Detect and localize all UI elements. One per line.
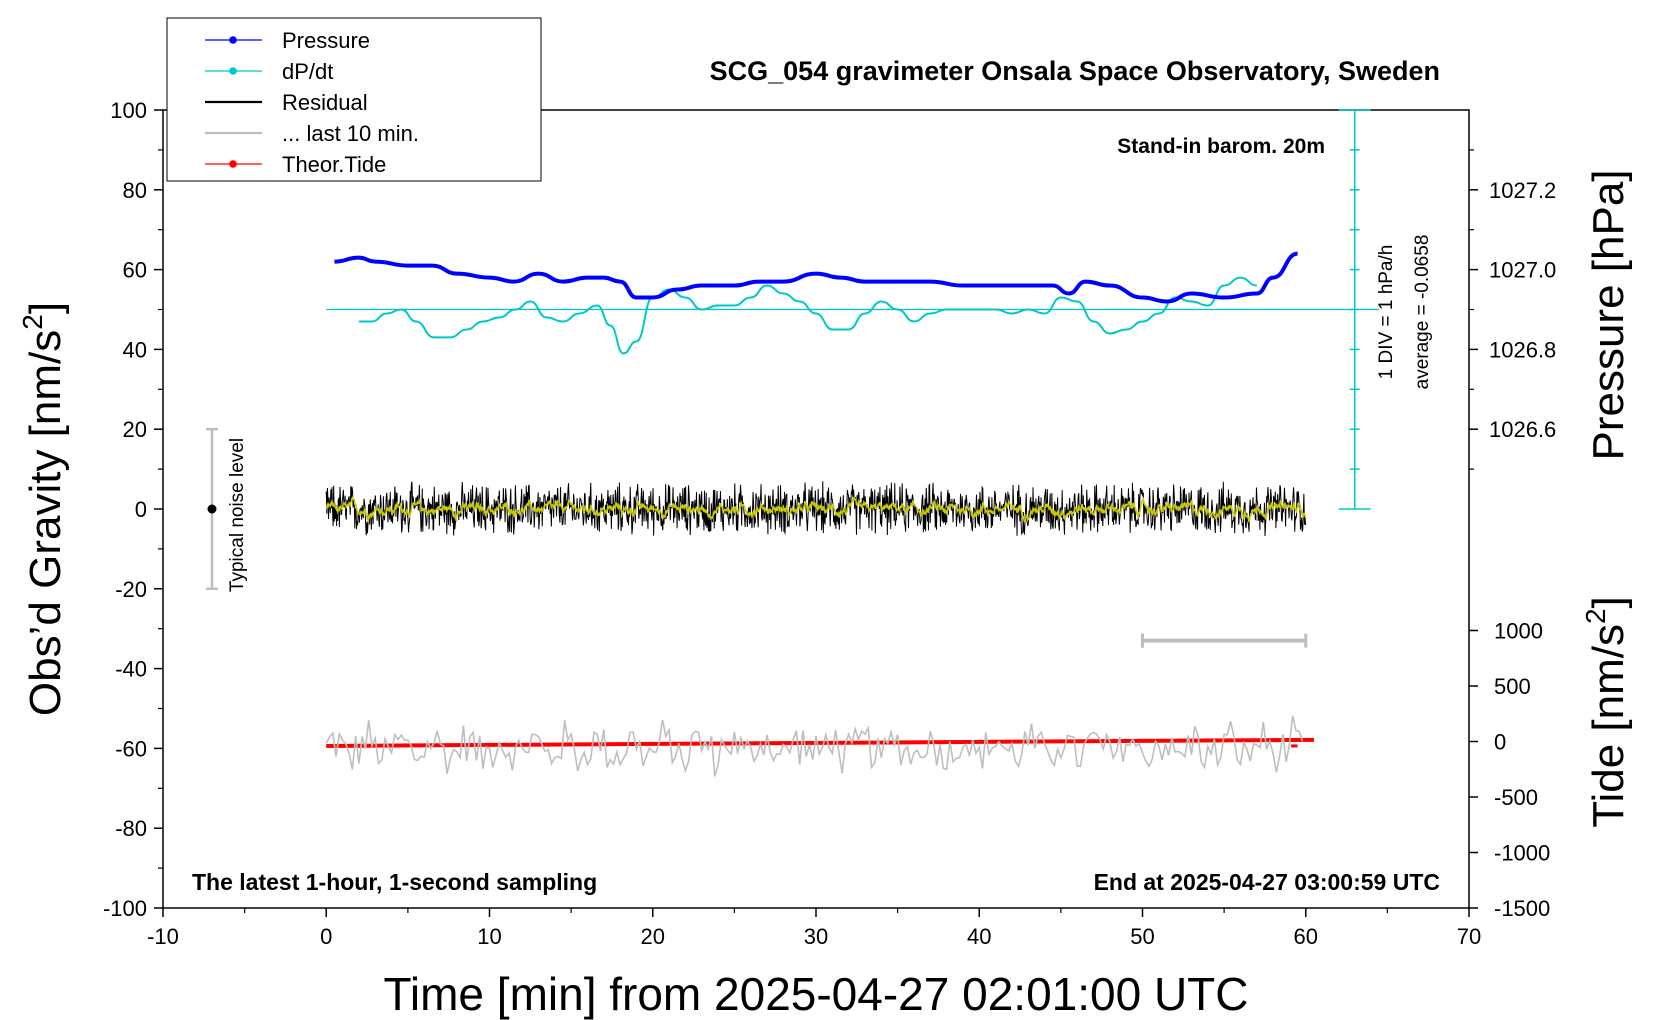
tide-tick-label: -500 [1494,785,1538,810]
dpdt-scale-div-label: 1 DIV = 1 hPa/h [1376,245,1397,380]
barometer-note: Stand-in barom. 20m [1117,135,1325,158]
annotation-layer [205,109,1371,648]
pressure-tick-label: 1026.6 [1489,417,1556,442]
y-tick-label: -40 [115,657,147,682]
y-axis-label-pressure: Pressure [hPa] [1584,169,1633,460]
x-tick-label: 70 [1457,924,1481,949]
x-tick-label: 20 [641,924,665,949]
last-10-min-series-line [325,715,1304,777]
y-tick-label: 100 [110,98,147,123]
y-tick-label: 60 [123,258,147,283]
tide-tick-label: -1000 [1494,841,1550,866]
y-axis-label-left-main: Obs’d Gravity [nm/s [21,330,70,716]
x-tick-label: 40 [967,924,991,949]
pressure-tick-label: 1027.2 [1489,178,1556,203]
series-layer [325,251,1380,777]
x-tick-label: 0 [320,924,332,949]
x-tick-label: -10 [147,924,179,949]
y-tick-label: -100 [103,896,147,921]
y-axis-label-tide-main: Tide [nm/s [1584,624,1633,828]
x-tick-label: 30 [804,924,828,949]
legend-marker [229,160,237,168]
x-tick-label: 10 [477,924,501,949]
y-axis-label-tide-end: ] [1584,596,1633,608]
tide-tick-label: -1500 [1494,896,1550,921]
y-tick-label: -60 [115,736,147,761]
y-tick-label: 80 [123,178,147,203]
y-tick-label: 20 [123,417,147,442]
x-tick-label: 50 [1130,924,1154,949]
tide-tick-label: 0 [1494,730,1506,755]
y-tick-label: 40 [123,337,147,362]
y-axis-label-tide-sup: 2 [1580,608,1611,624]
axes-layer: -10 0 10 20 30 40 50 60 70100806040200-20-40-60-… [103,98,1556,949]
legend-label: Residual [282,90,368,115]
dpdt-series-line [358,276,1257,355]
legend-label: Pressure [282,28,370,53]
legend-marker [229,36,237,44]
x-axis-label: Time [min] from 2025-04-27 02:01:00 UTC [384,968,1249,1020]
chart-title: SCG_054 gravimeter Onsala Space Observat… [710,56,1440,86]
noise-level-label: Typical noise level [227,438,248,592]
legend-box [166,17,542,182]
noise-level-center-dot [207,504,217,514]
y-axis-label-left-sup: 2 [17,314,48,330]
legend-label: dP/dt [282,59,333,84]
y-tick-label: 0 [135,497,147,522]
tide-tick-label: 1000 [1494,619,1543,644]
footer-left-note: The latest 1-hour, 1-second sampling [192,869,597,895]
footer-right-note: End at 2025-04-27 03:00:59 UTC [1094,869,1440,895]
y-axis-label-left-end: ] [21,302,70,314]
y-tick-label: -20 [115,577,147,602]
legend-marker [229,67,237,75]
legend-label: ... last 10 min. [282,121,419,146]
residual-smoothed-line [325,495,1307,523]
x-tick-label: 60 [1294,924,1318,949]
legend-items: Pressure dP/dt Residual ... last 10 min. The… [205,28,419,177]
y-axis-label-left: Obs’d Gravity [nm/s2] [17,302,70,716]
legend: Pressure dP/dt Residual ... last 10 min. The… [166,17,542,182]
pressure-tick-label: 1026.8 [1489,337,1556,362]
y-axis-label-tide: Tide [nm/s2] [1580,596,1633,828]
dpdt-average-label: average = -0.0658 [1412,235,1433,390]
tide-tick-label: 500 [1494,674,1531,699]
tide-series-line [326,737,1314,748]
legend-label: Theor.Tide [282,152,386,177]
y-tick-label: -80 [115,816,147,841]
pressure-tick-label: 1027.0 [1489,258,1556,283]
pressure-series-line [334,251,1299,304]
